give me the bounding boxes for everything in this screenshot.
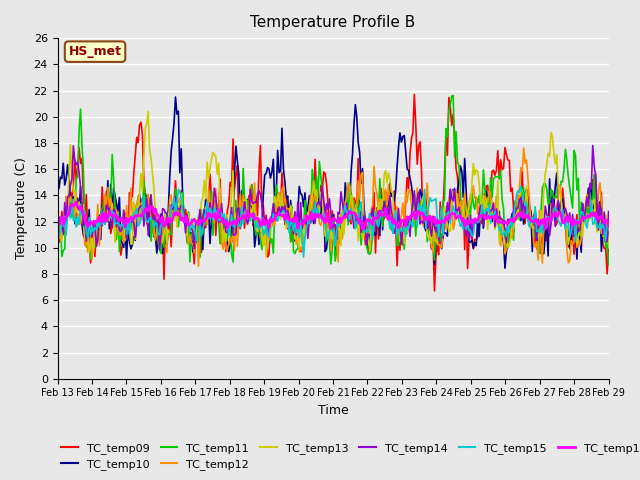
TC_temp14	[72, 162, 80, 168]
TC_temp14	[54, 234, 61, 240]
TC_temp12	[72, 190, 80, 196]
TC_temp09	[431, 288, 438, 294]
TC_temp15	[72, 224, 80, 230]
TC_temp11	[54, 248, 61, 254]
TC_temp10	[604, 244, 611, 250]
TC_temp15	[605, 219, 612, 225]
TC_temp15	[300, 254, 307, 260]
TC_temp11	[72, 177, 80, 182]
TC_temp12	[531, 244, 539, 250]
TC_temp13	[340, 231, 348, 237]
TC_temp09	[410, 92, 418, 97]
TC_temp16	[54, 223, 61, 228]
TC_temp09	[90, 236, 97, 241]
TC_temp10	[339, 210, 346, 216]
TC_temp16	[74, 204, 81, 210]
TC_temp12	[520, 145, 527, 151]
Y-axis label: Temperature (C): Temperature (C)	[15, 157, 28, 259]
TC_temp11	[90, 222, 97, 228]
TC_temp12	[195, 264, 202, 269]
TC_temp12	[605, 242, 612, 248]
TC_temp15	[339, 216, 346, 221]
TC_temp14	[530, 212, 538, 218]
TC_temp14	[90, 218, 97, 224]
Line: TC_temp14: TC_temp14	[58, 145, 609, 250]
Title: Temperature Profile B: Temperature Profile B	[250, 15, 415, 30]
TC_temp11	[447, 102, 454, 108]
Text: HS_met: HS_met	[68, 45, 122, 58]
TC_temp10	[501, 265, 509, 271]
X-axis label: Time: Time	[317, 404, 348, 417]
TC_temp14	[448, 195, 456, 201]
TC_temp10	[54, 178, 61, 184]
TC_temp12	[339, 236, 346, 241]
TC_temp11	[530, 236, 538, 242]
TC_temp12	[90, 218, 97, 224]
Line: TC_temp12: TC_temp12	[58, 148, 609, 266]
TC_temp14	[339, 199, 346, 205]
Line: TC_temp15: TC_temp15	[58, 186, 609, 257]
Line: TC_temp09: TC_temp09	[58, 95, 609, 291]
TC_temp12	[604, 229, 611, 235]
TC_temp16	[91, 218, 99, 224]
TC_temp16	[604, 217, 611, 223]
TC_temp10	[172, 94, 179, 100]
TC_temp13	[531, 220, 539, 226]
TC_temp09	[337, 219, 345, 225]
TC_temp16	[531, 216, 539, 222]
Line: TC_temp13: TC_temp13	[58, 111, 609, 257]
TC_temp10	[448, 207, 456, 213]
TC_temp12	[448, 194, 456, 200]
TC_temp15	[448, 208, 456, 214]
TC_temp09	[604, 271, 611, 277]
TC_temp15	[531, 204, 539, 210]
TC_temp10	[605, 229, 612, 235]
TC_temp09	[72, 177, 80, 182]
TC_temp14	[605, 209, 612, 215]
TC_temp12	[54, 238, 61, 244]
TC_temp10	[72, 211, 80, 217]
TC_temp13	[90, 250, 97, 255]
TC_temp09	[605, 247, 612, 252]
TC_temp13	[605, 241, 612, 247]
Line: TC_temp16: TC_temp16	[58, 202, 609, 229]
TC_temp13	[145, 108, 152, 114]
TC_temp13	[449, 188, 457, 194]
TC_temp09	[531, 231, 539, 237]
TC_temp14	[589, 143, 596, 148]
TC_temp15	[604, 221, 611, 227]
TC_temp09	[54, 230, 61, 236]
TC_temp11	[605, 262, 612, 268]
TC_temp10	[90, 226, 97, 232]
Line: TC_temp11: TC_temp11	[58, 96, 609, 265]
TC_temp16	[72, 199, 80, 205]
TC_temp16	[358, 226, 366, 232]
TC_temp15	[54, 233, 61, 239]
TC_temp16	[339, 216, 346, 221]
TC_temp15	[517, 183, 525, 189]
TC_temp14	[156, 247, 163, 252]
TC_temp13	[604, 222, 611, 228]
TC_temp16	[605, 223, 612, 228]
TC_temp15	[90, 229, 97, 235]
TC_temp13	[72, 208, 80, 214]
Line: TC_temp10: TC_temp10	[58, 97, 609, 268]
TC_temp11	[449, 93, 457, 98]
TC_temp10	[531, 208, 539, 214]
TC_temp16	[449, 211, 457, 216]
Legend: TC_temp09, TC_temp10, TC_temp11, TC_temp12, TC_temp13, TC_temp14, TC_temp15, TC_: TC_temp09, TC_temp10, TC_temp11, TC_temp…	[57, 438, 640, 474]
TC_temp14	[604, 239, 611, 244]
TC_temp13	[262, 254, 270, 260]
TC_temp09	[449, 111, 457, 117]
TC_temp11	[337, 227, 345, 233]
TC_temp13	[54, 228, 61, 234]
TC_temp11	[602, 244, 609, 250]
